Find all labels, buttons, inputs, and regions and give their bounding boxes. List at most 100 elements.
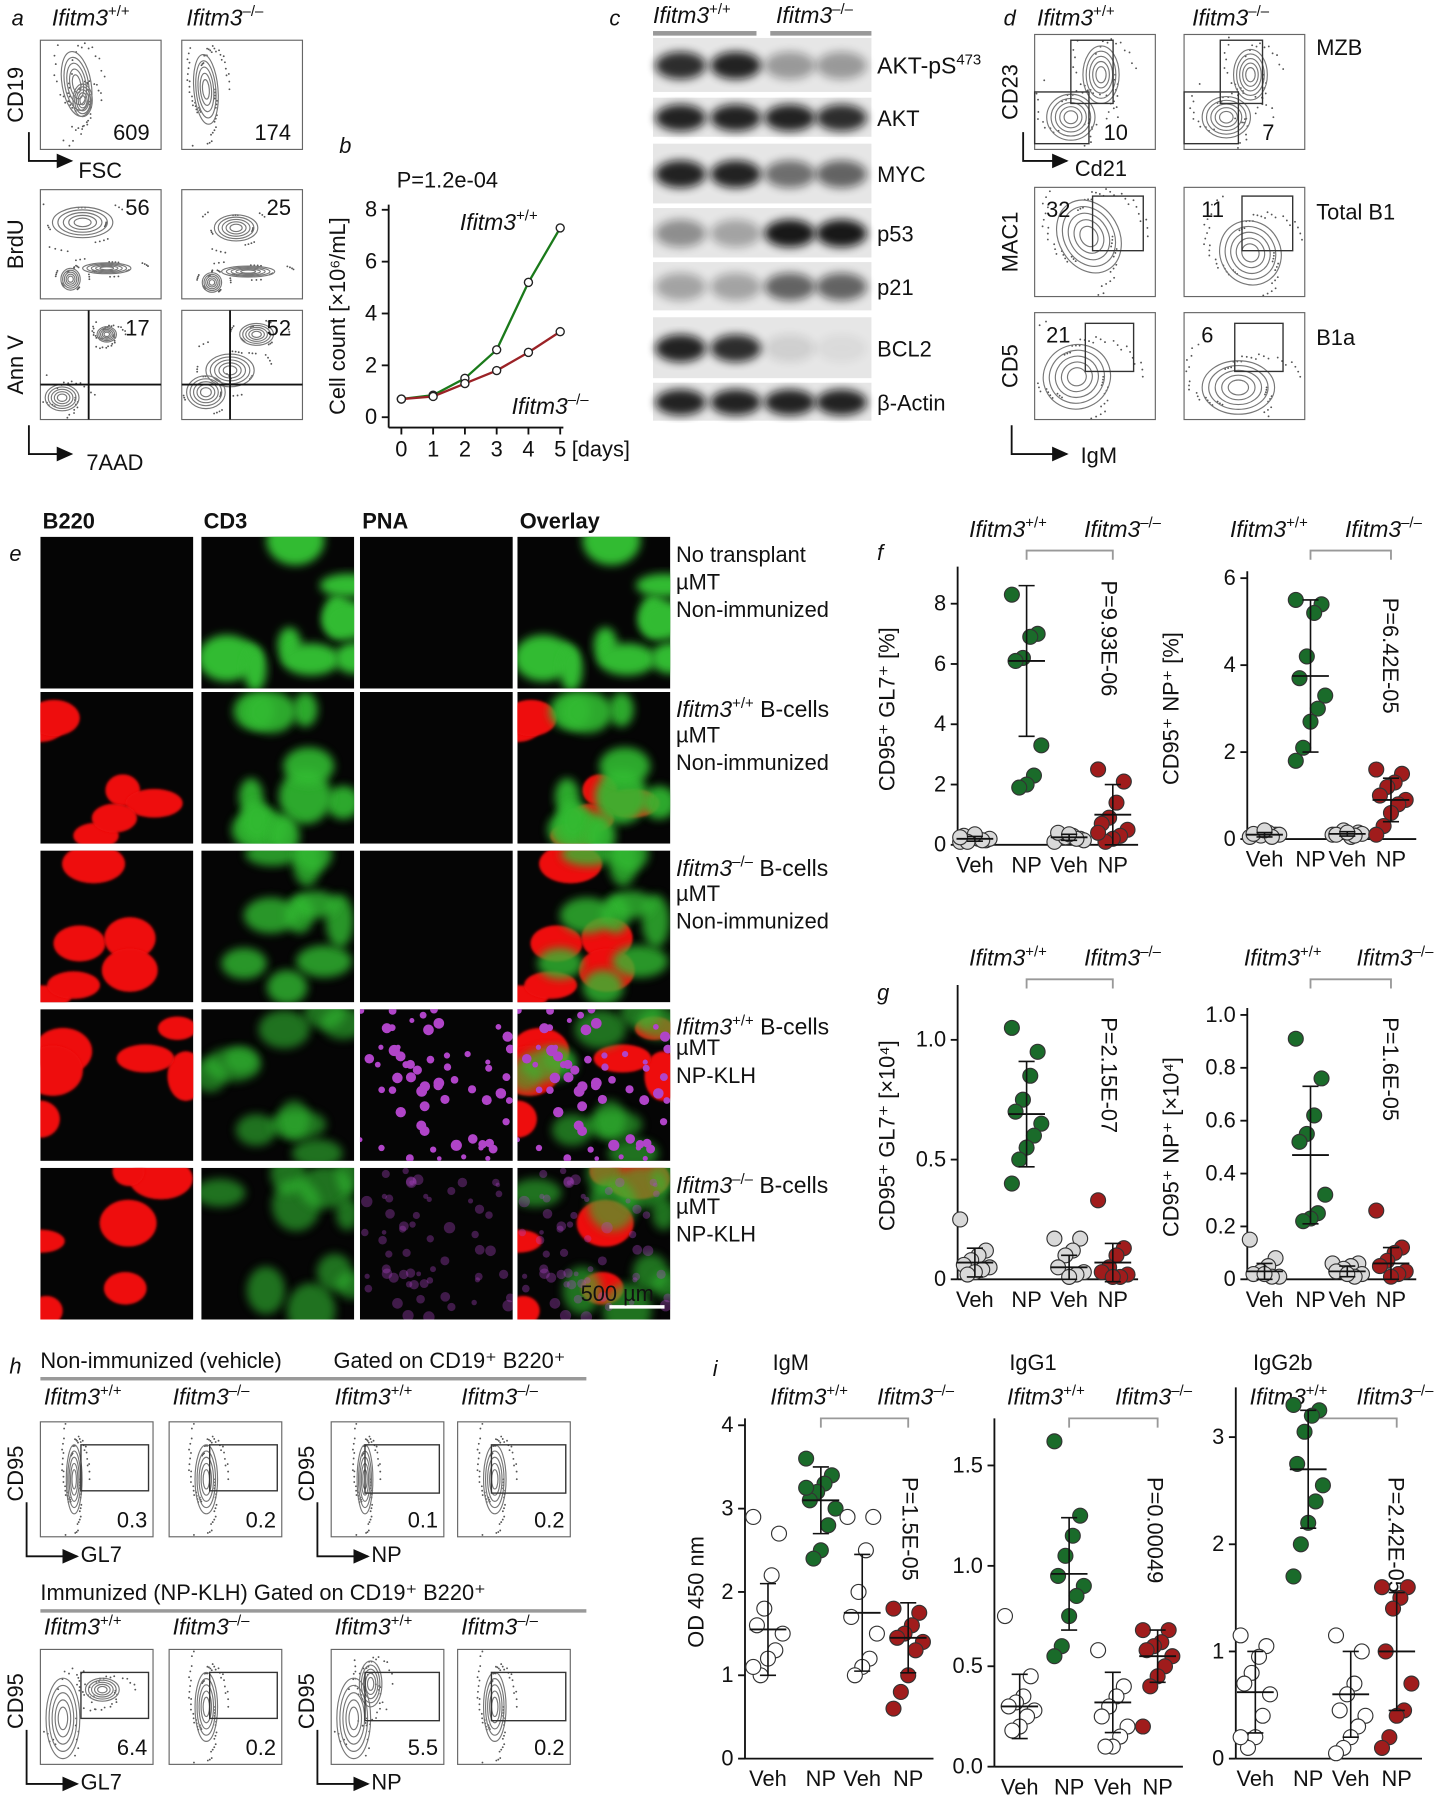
cd3-signal bbox=[244, 691, 297, 734]
error-bar bbox=[1018, 1060, 1035, 1168]
flow-event bbox=[97, 89, 100, 92]
cd3-signal bbox=[611, 850, 649, 872]
flow-event bbox=[376, 1451, 379, 1454]
pna-signal bbox=[587, 1009, 596, 1014]
flow-event bbox=[1299, 375, 1302, 378]
flow-event bbox=[1079, 207, 1082, 210]
gate-percent: 0.2 bbox=[534, 1508, 564, 1533]
x-tick-label: Veh bbox=[749, 1766, 787, 1791]
flow-event bbox=[1265, 388, 1268, 391]
genotype-label: Ifitm3–/– bbox=[1192, 3, 1270, 30]
image-tile bbox=[40, 1009, 194, 1161]
flow-event bbox=[1077, 209, 1079, 212]
data-point bbox=[892, 1683, 909, 1700]
flow-event bbox=[1083, 144, 1086, 147]
flow-event bbox=[1140, 361, 1142, 364]
flow-event bbox=[226, 1690, 229, 1693]
flow-event bbox=[73, 266, 76, 268]
flow-event bbox=[1245, 355, 1248, 358]
flow-event bbox=[1230, 82, 1233, 84]
y-axis-label: CD19 bbox=[3, 67, 28, 123]
pna-signal bbox=[518, 1228, 527, 1237]
gate bbox=[1033, 91, 1090, 145]
flow-event bbox=[1091, 191, 1093, 193]
flow-event bbox=[1282, 215, 1285, 218]
data-point bbox=[523, 347, 534, 358]
cd3-signal bbox=[562, 1266, 602, 1315]
flow-event bbox=[95, 345, 98, 348]
pna-signal bbox=[450, 1076, 459, 1084]
rest: B-cells bbox=[754, 1013, 829, 1039]
tile-background bbox=[40, 536, 194, 689]
pna-signal bbox=[471, 1230, 479, 1239]
flow-event bbox=[1284, 363, 1287, 366]
flow-event bbox=[352, 1448, 354, 1451]
pna-signal bbox=[566, 1180, 572, 1186]
flow-contour bbox=[95, 265, 119, 272]
flow-event bbox=[1041, 225, 1044, 228]
pna-signal bbox=[539, 1193, 545, 1200]
superscript: +/+ bbox=[709, 1, 731, 18]
data-point bbox=[846, 1667, 863, 1684]
flow-event bbox=[377, 1656, 380, 1658]
flow-event bbox=[1116, 95, 1119, 97]
pna-signal bbox=[632, 1244, 643, 1255]
flow-event bbox=[110, 325, 113, 328]
superscript: –/– bbox=[1140, 515, 1161, 532]
flow-event bbox=[1112, 339, 1115, 342]
pna-signal bbox=[546, 1086, 554, 1094]
pna-signal bbox=[412, 1065, 422, 1075]
pna-signal bbox=[522, 1273, 528, 1279]
superscript: –/– bbox=[732, 1171, 753, 1188]
flow-event bbox=[1139, 220, 1142, 223]
pna-signal bbox=[359, 1137, 363, 1143]
flow-event bbox=[197, 275, 199, 278]
pna-signal bbox=[639, 1095, 650, 1106]
flow-event bbox=[1106, 41, 1109, 44]
data-point bbox=[1327, 1627, 1345, 1644]
flow-event bbox=[64, 1533, 67, 1536]
flow-event bbox=[1278, 63, 1281, 66]
pna-signal bbox=[440, 1291, 451, 1302]
flow-event bbox=[129, 1681, 132, 1684]
blot-band bbox=[816, 219, 867, 248]
flow-event bbox=[124, 333, 127, 336]
flow-event bbox=[193, 1721, 196, 1724]
flow-contour bbox=[1227, 379, 1250, 396]
data-point bbox=[1317, 687, 1334, 704]
x-axis-label: IgM bbox=[1081, 443, 1117, 468]
flow-event bbox=[188, 80, 191, 83]
cd3-signal bbox=[559, 897, 614, 934]
cd3-signal bbox=[322, 600, 355, 640]
flow-event bbox=[1109, 270, 1112, 273]
flow-event bbox=[228, 88, 231, 91]
flow-contour bbox=[1224, 225, 1277, 280]
data-point bbox=[952, 829, 969, 846]
x-tick-label: Veh bbox=[1246, 847, 1284, 872]
flow-event bbox=[1105, 282, 1108, 285]
base: Ifitm3 bbox=[173, 1384, 229, 1410]
flow-event bbox=[76, 288, 79, 291]
flow-contour bbox=[68, 68, 85, 100]
flow-event bbox=[113, 1675, 116, 1678]
error-bar bbox=[812, 1466, 829, 1535]
flow-event bbox=[210, 133, 212, 136]
flow-event bbox=[244, 243, 247, 246]
flow-event bbox=[213, 47, 216, 50]
error-bar bbox=[1247, 1650, 1264, 1734]
flow-event bbox=[374, 1449, 377, 1452]
flow-event bbox=[187, 67, 190, 70]
flow-event bbox=[510, 1673, 513, 1676]
superscript: +/+ bbox=[1025, 943, 1047, 960]
flow-event bbox=[499, 1757, 502, 1759]
flow-event bbox=[1066, 260, 1069, 263]
flow-event bbox=[184, 398, 187, 401]
flow-event bbox=[480, 1485, 483, 1488]
pna-signal bbox=[412, 1174, 424, 1186]
flow-event bbox=[1271, 260, 1274, 263]
data-point bbox=[1046, 1230, 1063, 1247]
flow-event bbox=[74, 1531, 77, 1534]
axis-arrow bbox=[316, 1729, 370, 1792]
flow-event bbox=[86, 123, 89, 126]
image-tile bbox=[201, 1167, 355, 1320]
